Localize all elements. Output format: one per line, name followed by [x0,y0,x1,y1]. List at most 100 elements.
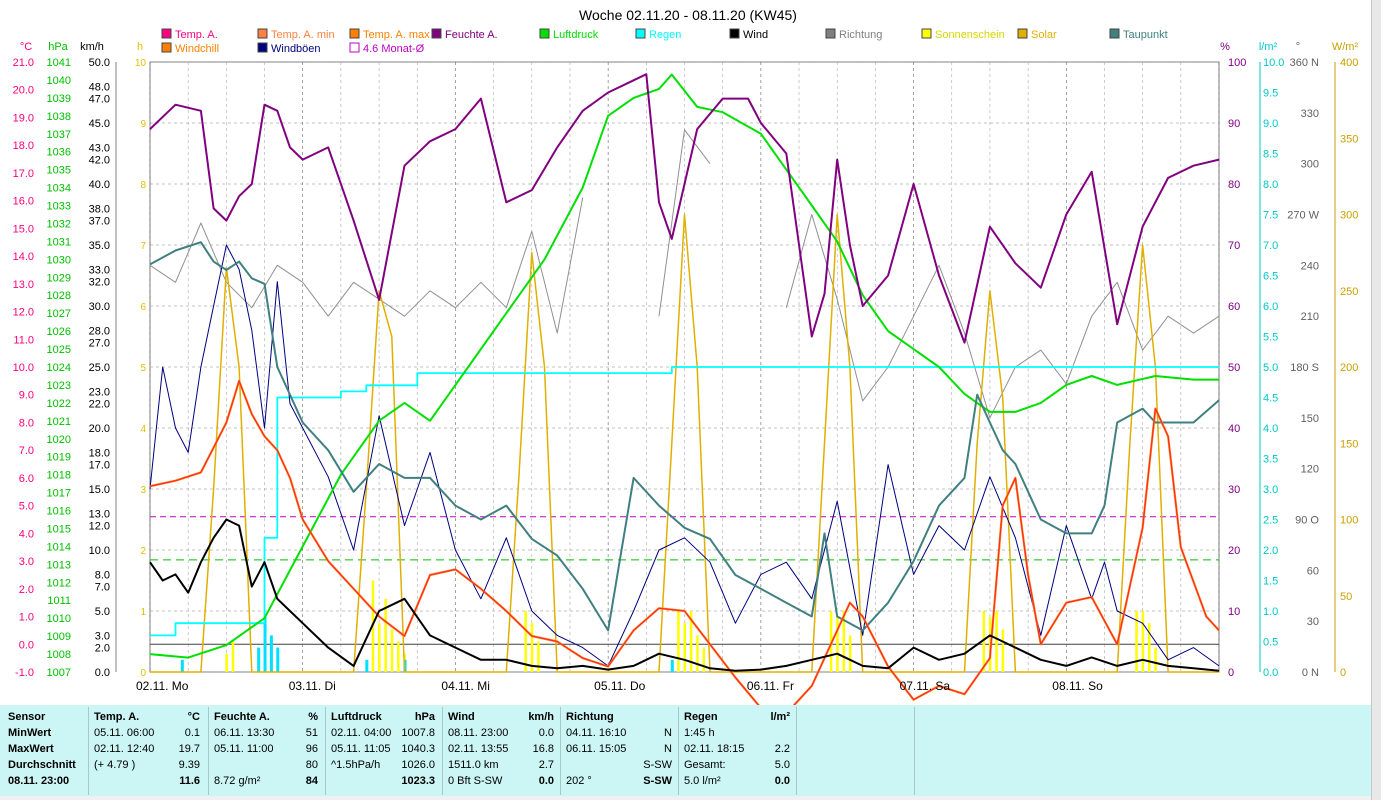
stats-cell-value: N [664,743,672,755]
day-label: 05.11. Do [594,679,645,693]
temp-unit-label: °C [20,41,32,53]
stats-cell-value: 1023.3 [401,775,435,787]
sunshine-bar [1154,647,1157,672]
temp-tick-label: 17.0 [13,168,34,180]
legend-label: Richtung [839,29,882,41]
wind-tick-label: 50.0 [89,57,110,69]
direction-tick-label: 90 O [1295,515,1319,527]
sunshine-bar [397,641,400,672]
statistics-panel: Sensor MinWert MaxWert Durchschnitt 08.11. 2… [0,705,1371,800]
pressure-tick-label: 1033 [47,201,71,213]
legend-label: Temp. A. min [271,29,335,41]
stats-cell-value: N [664,727,672,739]
pressure-tick-label: 1030 [47,254,71,266]
stats-header: Sensor [8,709,88,725]
stats-header-unit: hPa [414,711,435,723]
stats-separator [325,707,326,795]
stats-row: MaxWert [8,741,88,757]
legend-label: 4.6 Monat-Ø [363,43,425,55]
stats-cell-label: 8.72 g/m² [214,775,261,787]
sunshine-bar [683,623,686,672]
legend-swatch [257,42,268,53]
stats-row: 06.11. 13:30 51 [214,725,318,741]
stats-cell-label: Durchschnitt [8,759,76,771]
temp-tick-label: 1.0 [19,612,34,624]
stats-cell-label: 05.11. 11:00 [214,743,274,755]
stats-row: 202 ° S-SW [566,773,672,789]
wind-tick-label: 20.0 [89,423,110,435]
stats-cell-label: 02.11. 13:55 [448,743,509,755]
stats-header-unit: l/m² [770,711,790,723]
wind-tick-label: 0.0 [95,667,110,679]
solar-tick-label: 100 [1340,515,1358,527]
day-label: 07.11. Sa [900,679,951,693]
temp-tick-label: 3.0 [19,556,34,568]
pressure-tick-label: 1013 [47,559,71,571]
pressure-series [149,73,1219,659]
stats-row: 80 [214,757,318,773]
legend-swatch [349,42,360,53]
wind-tick-label: 43.0 [89,142,110,154]
legend-swatch [161,42,172,53]
stats-cell-label: 06.11. 15:05 [566,743,627,755]
sunshine-bar [530,623,534,672]
pressure-tick-label: 1024 [47,362,71,374]
stats-cell-label: MaxWert [8,743,54,755]
stats-row: 11.6 [94,773,200,789]
sunshine-bar [1148,623,1151,672]
temp-tick-label: 0.0 [19,639,34,651]
stats-column: Temp. A. °C 05.11. 06:00 0.1 02.11. 12:40 19.… [94,709,200,795]
rain-tick-label: 4.0 [1263,423,1278,435]
sunshine-tick-label: 9 [140,119,146,130]
direction-tick-label: 60 [1307,565,1319,577]
rain-tick-label: 1.5 [1263,576,1278,588]
stats-cell-value: 2.7 [538,759,554,771]
stats-cell-label: 08.11. 23:00 [448,727,509,739]
solar-tick-label: 50 [1340,591,1352,603]
stats-cell-label: 05.11. 11:05 [331,743,391,755]
rain-tick-label: 3.0 [1263,484,1278,496]
stats-separator [208,707,209,795]
legend-swatch [1017,28,1028,39]
direction-tick-label: 270 W [1287,210,1319,222]
wind-tick-label: 22.0 [89,399,110,411]
wind-tick-label: 13.0 [89,508,110,520]
stats-cell-value: 1026.0 [401,759,435,771]
temp-tick-label: 15.0 [13,223,34,235]
stats-header: Temp. A. °C [94,709,200,725]
solar-tick-label: 250 [1340,286,1358,298]
sunshine-bar [995,611,998,672]
humidity-tick-label: 40 [1228,423,1240,435]
wind-tick-label: 25.0 [89,362,110,374]
vertical-scrollbar[interactable] [1371,0,1381,800]
series-layer [149,73,1220,705]
stats-header-unit: °C [187,711,200,723]
horizontal-scrollbar[interactable] [0,796,1371,800]
day-label: 03.11. Di [289,679,336,693]
stats-column: Richtung 04.11. 16:10 N 06.11. 15:05 N S-SW 20… [566,709,672,795]
wind-tick-label: 28.0 [89,325,110,337]
rain-tick-label: 7.0 [1263,240,1278,252]
stats-cell-label: (+ 4.79 ) [94,759,136,771]
rain-tick-label: 6.5 [1263,271,1278,283]
temp-tick-label: 12.0 [13,307,34,319]
stats-column: Wind km/h 08.11. 23:00 0.0 02.11. 13:55 16.8 1… [448,709,554,795]
pressure-tick-label: 1028 [47,290,71,302]
stats-cell-label: 202 ° [566,775,592,787]
pressure-tick-label: 1038 [47,111,71,123]
stats-cell-value: S-SW [643,775,672,787]
humidity-tick-label: 90 [1228,118,1240,130]
temp-tick-label: 7.0 [19,445,34,457]
rain-tick-label: 2.0 [1263,545,1278,557]
pressure-tick-label: 1026 [47,326,71,338]
wind-tick-label: 3.0 [95,630,110,642]
sunshine-bar [677,611,680,672]
stats-cell-label: Gesamt: [684,759,726,771]
weather-chart: Woche 02.11.20 - 08.11.20 (KW45) Temp. A… [12,7,1359,705]
dewpoint-series [149,241,1220,632]
stats-cell-label: 0 Bft S-SW [448,775,503,787]
legend-swatch [921,28,932,39]
stats-cell-label: 06.11. 13:30 [214,727,275,739]
rain-unit-label: l/m² [1259,41,1278,53]
stats-column: Sensor MinWert MaxWert Durchschnitt 08.11. 2… [8,709,88,795]
